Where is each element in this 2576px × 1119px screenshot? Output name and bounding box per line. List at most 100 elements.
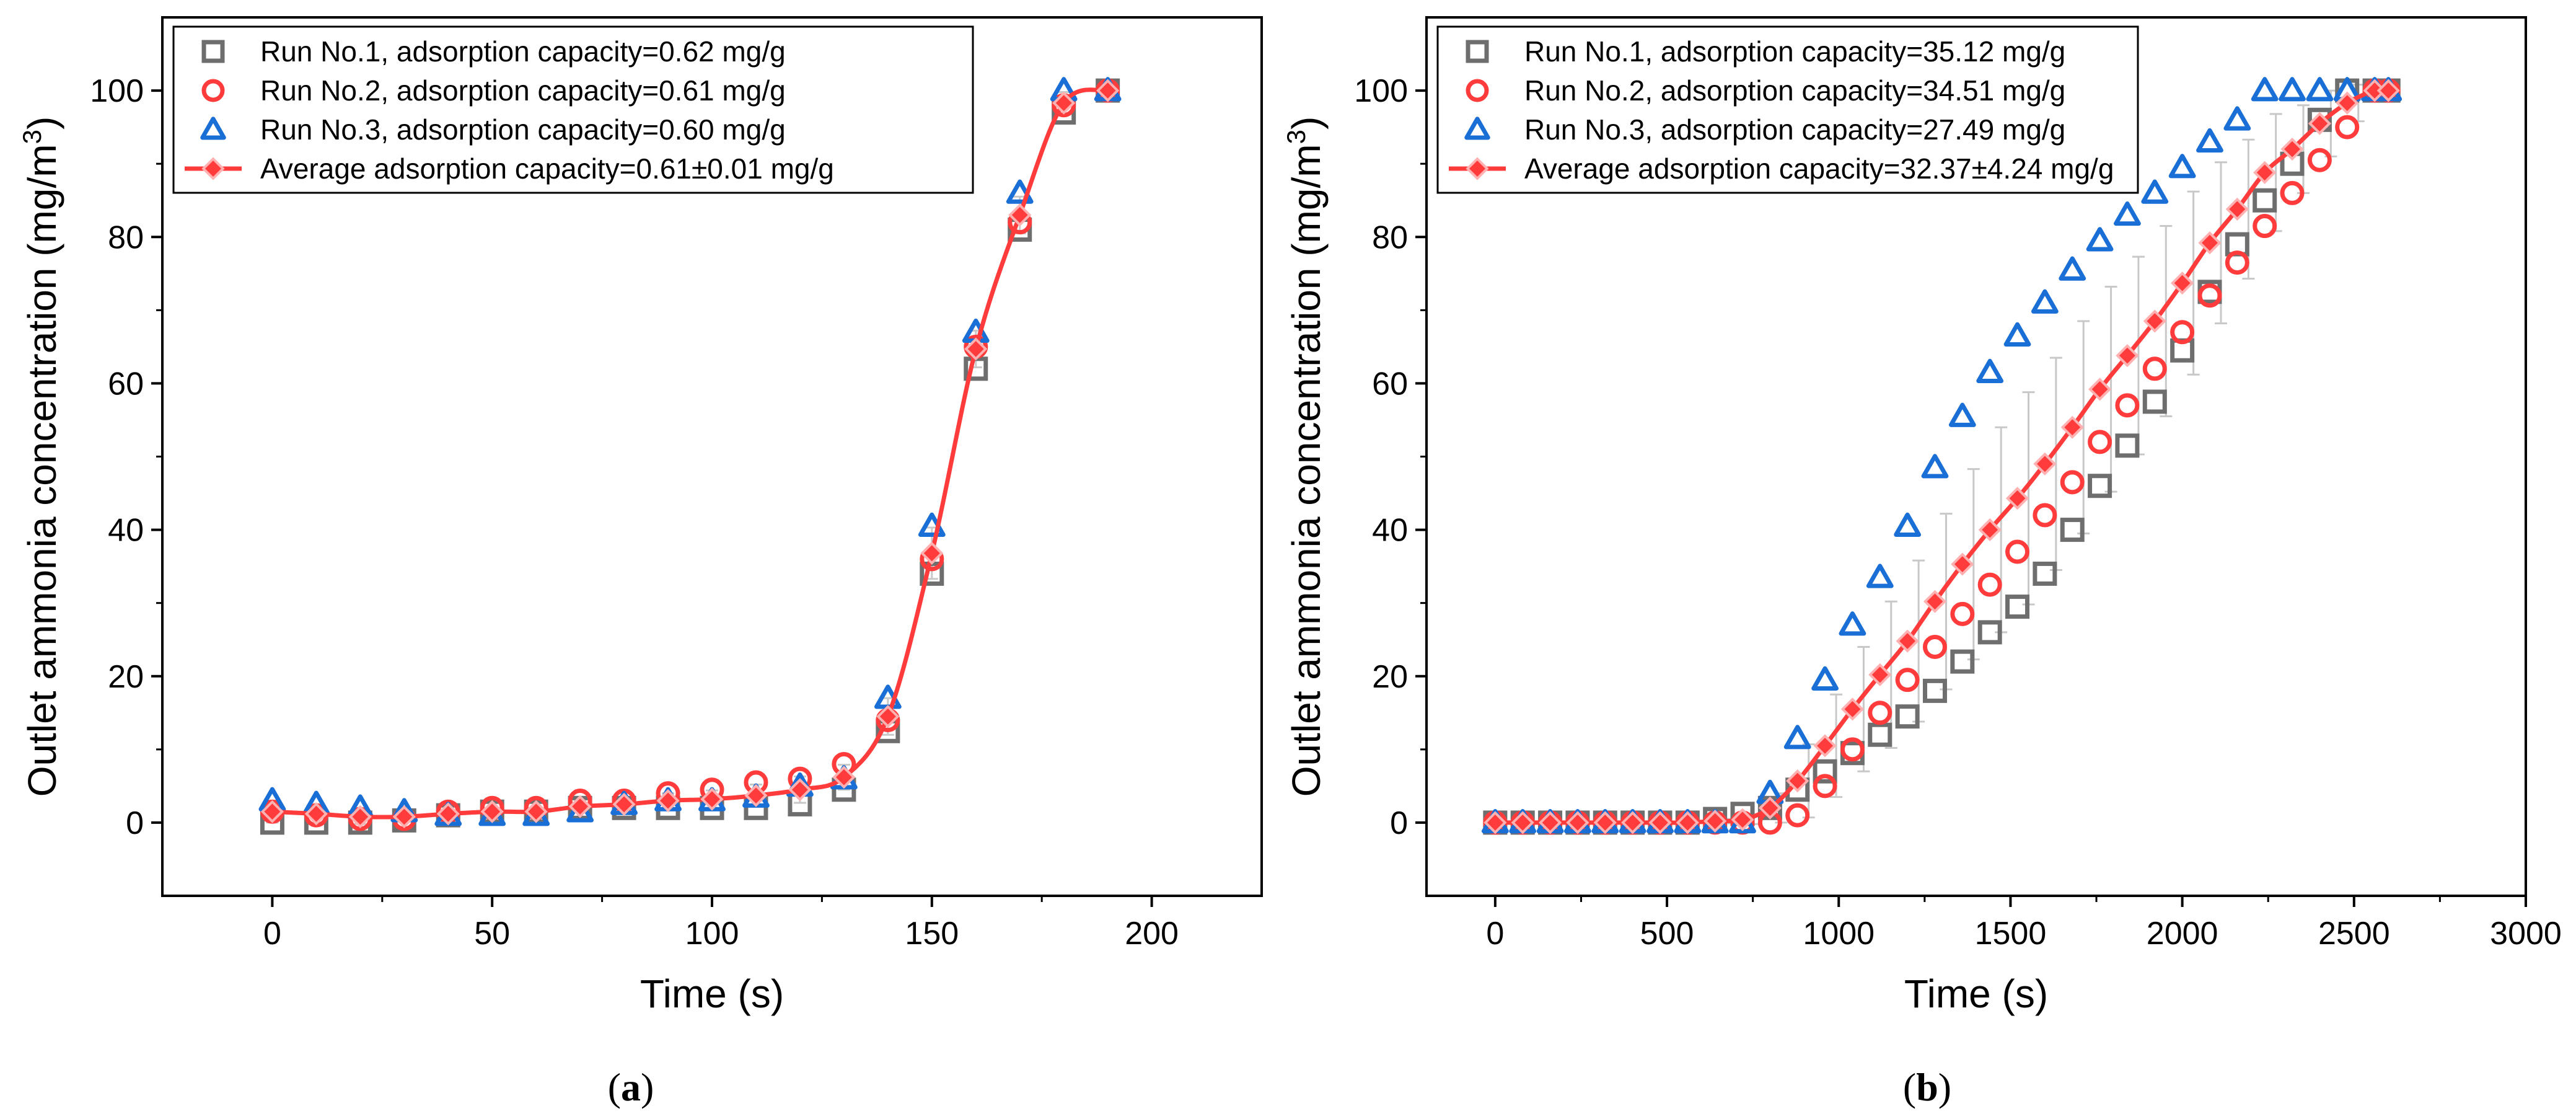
average-point xyxy=(1868,663,1892,686)
data-point xyxy=(1868,701,1892,725)
data-point xyxy=(2197,283,2222,308)
data-point xyxy=(2115,393,2140,418)
data-point xyxy=(2168,154,2196,179)
chart-panel-a: 0 50 100 150 200 0 20 40 60 80 100 Time (s) Outlet a… xyxy=(17,16,1263,1109)
y-axis-label-close: ) xyxy=(20,117,64,130)
y-axis-label-superscript: 3 xyxy=(1281,130,1311,144)
average-line xyxy=(272,87,1109,820)
data-point xyxy=(1006,179,1034,204)
data-point xyxy=(1785,803,1810,828)
legend-marker xyxy=(1466,157,1489,180)
legend-label: Run No.3, adsorption capacity=27.49 mg/g xyxy=(1524,113,2065,146)
legend-box xyxy=(172,25,974,194)
average-point xyxy=(2005,487,2029,510)
average-point xyxy=(2225,197,2249,221)
average-point xyxy=(1896,629,1919,653)
legend-marker xyxy=(201,40,225,63)
average-point xyxy=(2336,91,2359,115)
data-point xyxy=(2251,77,2279,102)
x-axis-label: Time (s) xyxy=(640,971,784,1016)
data-point xyxy=(1977,620,2002,645)
average-point xyxy=(436,802,460,826)
y-tick-label: 40 xyxy=(1372,513,1408,549)
y-axis-label: Outlet ammonia concentration (mg/m3) xyxy=(1281,117,1329,797)
average-point xyxy=(2253,161,2277,184)
data-point xyxy=(1894,512,1922,537)
average-point xyxy=(2308,112,2331,135)
average-point xyxy=(2376,79,2400,102)
data-point xyxy=(2142,389,2167,414)
legend-box xyxy=(1436,25,2139,194)
data-point xyxy=(2170,320,2195,345)
data-point xyxy=(1895,668,1920,692)
x-tick-label: 2500 xyxy=(2318,916,2390,952)
average-point xyxy=(2280,137,2304,161)
average-point xyxy=(260,800,284,823)
data-point xyxy=(2003,322,2031,347)
y-tick-label: 100 xyxy=(90,73,144,109)
data-point xyxy=(2088,474,2112,498)
data-point xyxy=(1868,722,1892,747)
data-point xyxy=(2196,128,2223,153)
data-point xyxy=(2031,289,2059,314)
legend-label: Average adsorption capacity=32.37±4.24 m… xyxy=(1524,153,2114,185)
data-point xyxy=(2114,201,2141,226)
average-point xyxy=(2116,343,2139,368)
average-point xyxy=(2060,415,2084,439)
legend-label: Run No.3, adsorption capacity=0.60 mg/g xyxy=(260,113,786,146)
legend-label: Run No.2, adsorption capacity=0.61 mg/g xyxy=(260,74,786,107)
data-point xyxy=(2142,356,2167,381)
legend-label: Average adsorption capacity=0.61±0.01 mg… xyxy=(260,153,834,185)
legend-marker xyxy=(1464,117,1490,140)
data-point xyxy=(1950,601,1975,626)
caption-letter: b xyxy=(1916,1065,1938,1109)
average-point xyxy=(1538,811,1562,834)
average-point xyxy=(1008,203,1032,227)
data-point xyxy=(1811,666,1839,691)
data-point xyxy=(2306,77,2334,102)
x-tick-label: 500 xyxy=(1640,916,1694,952)
y-tick-label: 40 xyxy=(108,513,144,549)
data-point xyxy=(2033,561,2057,586)
y-tick-label: 0 xyxy=(126,805,144,841)
series-average xyxy=(260,79,1120,829)
data-point xyxy=(2141,179,2169,204)
y-tick-label: 80 xyxy=(1372,219,1408,255)
data-point xyxy=(1840,737,1865,762)
caption-close: ) xyxy=(1938,1065,1951,1109)
average-point xyxy=(2171,272,2194,295)
data-point xyxy=(1922,678,1947,703)
data-point xyxy=(2335,115,2360,139)
average-point xyxy=(1786,769,1809,793)
legend-label: Run No.2, adsorption capacity=34.51 mg/g xyxy=(1524,74,2065,107)
data-point xyxy=(1866,564,1894,588)
y-tick-label: 60 xyxy=(1372,366,1408,402)
data-point xyxy=(2223,106,2251,131)
average-point xyxy=(656,789,680,813)
legend-label: Run No.1, adsorption capacity=35.12 mg/g xyxy=(1524,35,2065,68)
data-point xyxy=(2005,595,2030,619)
data-point xyxy=(2115,433,2140,458)
x-tick-label: 100 xyxy=(685,916,739,952)
panel-caption: (b) xyxy=(1903,1065,1951,1109)
error-bars xyxy=(1720,84,2365,825)
panel-caption: (a) xyxy=(608,1065,654,1109)
x-tick-label: 1000 xyxy=(1803,916,1875,952)
x-axis-label: Time (s) xyxy=(1904,971,2048,1016)
y-tick-label: 60 xyxy=(108,366,144,402)
y-tick-label: 20 xyxy=(108,659,144,695)
average-point xyxy=(744,784,768,807)
x-tick-label: 150 xyxy=(905,916,959,952)
average-point xyxy=(612,792,636,816)
error-bars xyxy=(266,91,1070,825)
average-point xyxy=(1703,809,1727,833)
legend-marker xyxy=(201,157,225,180)
data-point xyxy=(1813,774,1837,798)
average-point xyxy=(1813,734,1837,758)
data-point xyxy=(2060,470,2085,495)
legend-marker xyxy=(200,117,226,140)
data-point xyxy=(2225,250,2249,275)
x-tick-label: 200 xyxy=(1125,916,1179,952)
caption-letter: a xyxy=(621,1065,641,1109)
